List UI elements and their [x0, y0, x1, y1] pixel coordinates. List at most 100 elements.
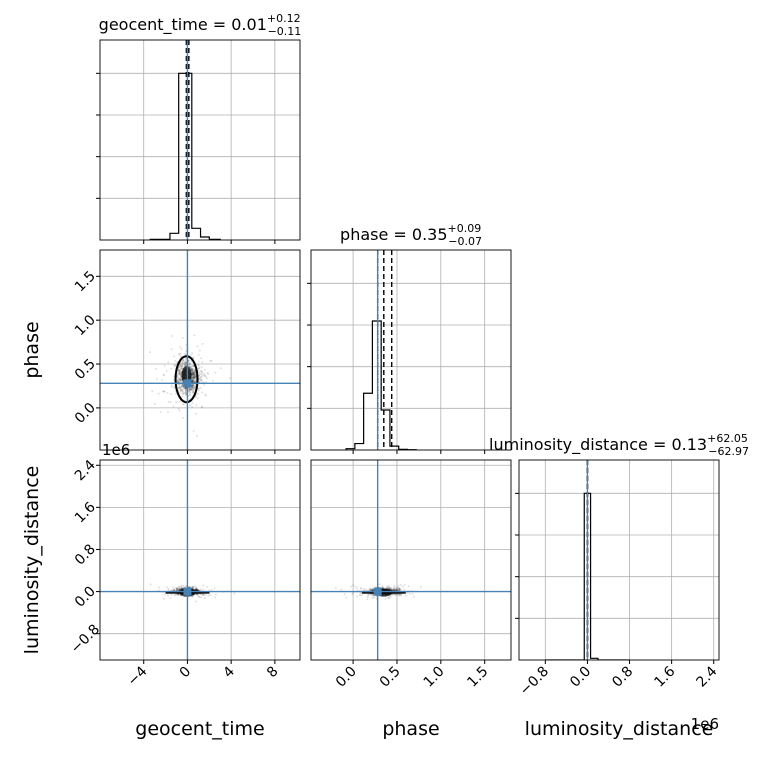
scatter-point — [389, 587, 392, 590]
scatter-point — [214, 596, 217, 599]
y-tick-label: 2.4 — [72, 457, 99, 484]
x-tick-label: 1.5 — [464, 664, 491, 691]
scatter-point — [197, 363, 200, 366]
scatter-point — [398, 588, 401, 591]
scatter-point — [381, 586, 384, 589]
scatter-point — [194, 588, 197, 591]
hist-panel-luminosity_distance: luminosity_distance = 0.13+62.05 −62.97 — [489, 432, 749, 664]
scatter-point — [182, 387, 185, 390]
scatter-point — [198, 349, 201, 352]
scatter-point — [184, 387, 187, 390]
scatter-point — [201, 391, 204, 394]
scatter-point — [172, 405, 175, 408]
scatter-point — [188, 366, 191, 369]
scatter-point — [389, 595, 392, 598]
scatter-point — [189, 389, 192, 392]
scatter-point — [199, 387, 202, 390]
truth-marker — [183, 379, 192, 388]
scatter-point — [193, 376, 196, 379]
scatter-point — [178, 365, 181, 368]
scatter-point — [192, 376, 195, 379]
scatter-point — [179, 389, 182, 392]
scatter-point — [207, 594, 210, 597]
y-tick-label: 0.8 — [72, 541, 99, 568]
scatter-point — [185, 350, 188, 353]
scatter-point — [178, 586, 181, 589]
scatter-point — [392, 587, 395, 590]
scatter-point — [196, 589, 199, 592]
scatter-point — [191, 387, 194, 390]
scatter-point — [183, 363, 186, 366]
scatter-point — [192, 586, 195, 589]
hist-panel-geocent_time: geocent_time = 0.01+0.12 −0.11 — [96, 12, 301, 244]
scatter-point — [192, 373, 195, 376]
scatter-point — [195, 589, 198, 592]
scatter-point — [180, 386, 183, 389]
hist-panel-phase: phase = 0.35+0.09 −0.07 — [307, 222, 512, 454]
title-upper: +0.12 — [267, 12, 301, 25]
scatter-point — [177, 589, 180, 592]
scatter-point — [369, 589, 372, 592]
y-axis-label-phase: phase — [21, 321, 43, 378]
scatter-point — [411, 592, 414, 595]
x-tick-label: 2.4 — [694, 663, 721, 690]
panel-frame — [518, 459, 720, 661]
scatter-point — [398, 587, 401, 590]
scatter-point — [196, 589, 199, 592]
scatter-point — [175, 401, 178, 404]
scatter-point — [382, 587, 385, 590]
scatter-point — [199, 377, 202, 380]
scatter-point — [201, 381, 204, 384]
scatter-point — [183, 361, 186, 364]
scatter-point — [200, 379, 203, 382]
scatter-point — [179, 379, 182, 382]
scatter-point — [161, 379, 164, 382]
scatter-point — [181, 390, 184, 393]
scatter-point — [203, 374, 206, 377]
scatter-point — [178, 370, 181, 373]
scatter-point — [170, 393, 173, 396]
scatter-point — [191, 372, 194, 375]
scatter-point — [209, 359, 212, 362]
scatter-point — [188, 388, 191, 391]
scatter-point — [394, 593, 397, 596]
scatter-point — [169, 597, 172, 600]
scatter-point — [180, 365, 183, 368]
scatter-point — [190, 388, 193, 391]
scatter-point — [360, 588, 363, 591]
scatter-point — [194, 588, 197, 591]
scatter-point — [178, 372, 181, 375]
scatter-point — [192, 372, 195, 375]
scatter-point — [181, 383, 184, 386]
scatter-point — [191, 372, 194, 375]
scatter-point — [181, 364, 184, 367]
scatter-point — [387, 586, 390, 589]
scatter-point — [194, 371, 197, 374]
scatter-point — [179, 366, 182, 369]
scatter-point — [202, 593, 205, 596]
scatter-point — [200, 357, 203, 360]
scatter-point — [370, 593, 373, 596]
scatter-point — [192, 373, 195, 376]
x-tick-label: 1.6 — [651, 663, 678, 690]
scatter-point — [181, 367, 184, 370]
scatter-point — [367, 593, 370, 596]
scatter-point — [176, 380, 179, 383]
scatter-point — [408, 592, 411, 595]
scatter-point — [397, 593, 400, 596]
scatter-point — [370, 589, 373, 592]
scatter-point — [187, 586, 190, 589]
scatter-point — [366, 596, 369, 599]
scatter-point — [179, 588, 182, 591]
scatter-point — [172, 586, 175, 589]
scatter-point — [391, 588, 394, 591]
scatter-point — [192, 384, 195, 387]
scatter-point — [195, 588, 198, 591]
scatter-point — [182, 584, 185, 587]
scatter-point — [200, 370, 203, 373]
scatter-point — [193, 384, 196, 387]
scatter-point — [181, 392, 184, 395]
scatter-point — [190, 388, 193, 391]
scatter-point — [369, 588, 372, 591]
scatter-point — [179, 378, 182, 381]
